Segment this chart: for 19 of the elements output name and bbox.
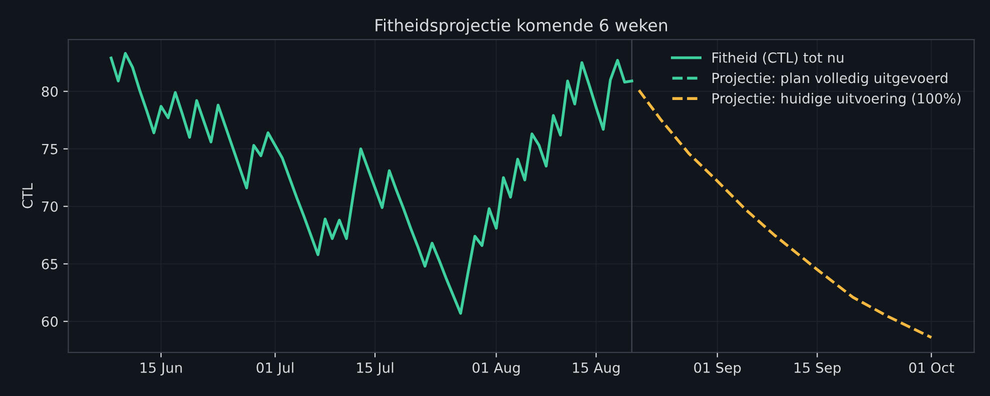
y-tick-label: 75 (42, 144, 58, 154)
x-tick-label: 01 Oct (909, 362, 954, 373)
legend-label: Projectie: plan volledig uitgevoerd (712, 72, 948, 86)
x-tick-label: 15 Aug (573, 362, 620, 376)
line-series (110, 52, 634, 315)
x-tick-label: 15 Jun (140, 362, 182, 376)
x-tick-label: 01 Jul (256, 362, 294, 376)
x-tick-label: 01 Aug (472, 362, 520, 376)
legend-label: Fitheid (CTL) tot nu (712, 52, 844, 64)
x-tick-label: 15 Sep (794, 362, 841, 376)
y-tick-label: 80 (42, 86, 58, 97)
y-axis-title: CTL (22, 183, 33, 208)
chart-title: Fitheidsprojectie komende 6 weken (376, 18, 667, 35)
x-tick-label: 15 Jul (357, 362, 394, 376)
y-tick-label: 70 (42, 201, 58, 212)
legend-label: Projectie: huidige uitvoering (100%) (712, 92, 960, 106)
x-tick-label: 01 Sep (694, 362, 741, 376)
y-tick-label: 65 (42, 258, 58, 270)
y-tick-label: 60 (42, 316, 58, 327)
